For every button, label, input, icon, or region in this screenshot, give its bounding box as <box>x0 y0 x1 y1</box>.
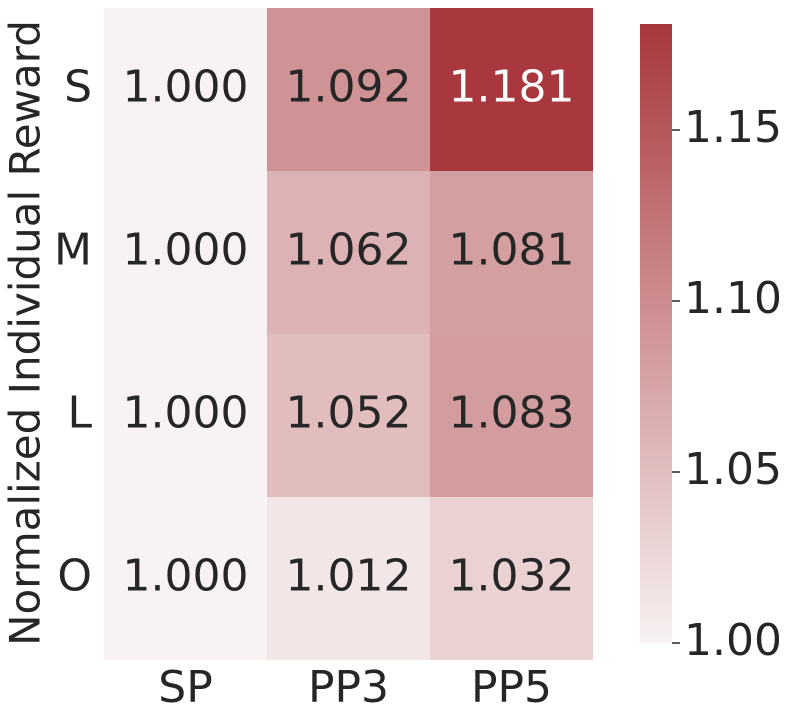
cell-label: 1.000 <box>123 225 249 276</box>
cell-label: 1.032 <box>449 551 575 602</box>
x-tick-label: PP3 <box>308 662 389 713</box>
colorbar-tick-label: 1.00 <box>684 615 782 666</box>
heatmap-cell <box>430 8 593 171</box>
heatmap-cell <box>104 497 267 660</box>
heatmap-cell <box>267 8 430 171</box>
cell-label: 1.083 <box>449 388 575 439</box>
cell-label: 1.181 <box>449 62 575 113</box>
cell-label: 1.092 <box>286 62 412 113</box>
heatmap-cell <box>104 334 267 497</box>
heatmap-cell <box>267 334 430 497</box>
heatmap-cell <box>267 497 430 660</box>
heatmap-cell <box>430 171 593 334</box>
x-tick-label: PP5 <box>471 662 552 713</box>
cell-label: 1.012 <box>286 551 412 602</box>
cell-label: 1.000 <box>123 551 249 602</box>
heatmap-cell <box>104 171 267 334</box>
heatmap-cell <box>104 8 267 171</box>
cell-label: 1.000 <box>123 62 249 113</box>
y-tick-label: M <box>54 225 92 276</box>
colorbar-tick-label: 1.10 <box>684 273 782 324</box>
heatmap-cell <box>430 334 593 497</box>
cell-label: 1.000 <box>123 388 249 439</box>
y-axis-label: Normalized Individual Reward <box>1 20 50 646</box>
y-tick-label: S <box>64 62 92 113</box>
colorbar-tick-label: 1.05 <box>684 444 782 495</box>
colorbar-tick-label: 1.15 <box>684 102 782 153</box>
colorbar <box>640 24 672 643</box>
heatmap-cell <box>430 497 593 660</box>
y-tick-label: O <box>57 551 92 602</box>
y-tick-label: L <box>67 388 92 439</box>
cell-label: 1.052 <box>286 388 412 439</box>
heatmap-cell <box>267 171 430 334</box>
cell-label: 1.062 <box>286 225 412 276</box>
cell-label: 1.081 <box>449 225 575 276</box>
x-tick-label: SP <box>158 662 212 713</box>
